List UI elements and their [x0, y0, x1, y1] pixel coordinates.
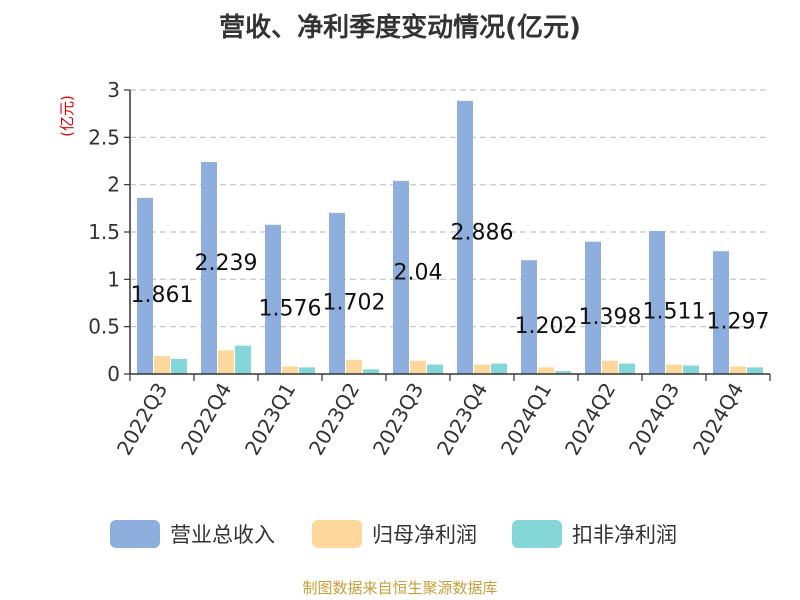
x-tick-label: 2022Q4: [176, 379, 236, 460]
x-tick-label: 2024Q4: [688, 379, 748, 460]
data-label: 1.511: [643, 299, 706, 324]
y-tick-label: 2.5: [88, 125, 120, 149]
data-label: 1.297: [707, 310, 770, 335]
data-label: 2.04: [394, 260, 443, 285]
data-label: 1.398: [579, 305, 642, 330]
x-tick-label: 2024Q3: [624, 379, 684, 460]
bar-net-profit: [730, 366, 746, 374]
x-tick-label: 2024Q2: [560, 379, 620, 460]
x-tick-label: 2023Q3: [368, 379, 428, 460]
bar-revenue: [649, 230, 665, 374]
legend-item-deducted-net-profit[interactable]: 扣非净利润: [512, 520, 677, 548]
bar-deducted-net-profit: [747, 367, 763, 374]
data-label: 1.702: [323, 290, 386, 315]
data-label: 2.239: [195, 251, 258, 276]
bar-revenue: [329, 212, 345, 374]
data-label: 2.886: [451, 220, 514, 245]
chart-title: 营收、净利季度变动情况(亿元): [219, 12, 581, 43]
bar-revenue: [713, 251, 729, 374]
bar-revenue: [201, 162, 217, 374]
x-tick-label: 2022Q3: [112, 379, 172, 460]
bar-net-profit: [602, 360, 618, 374]
legend-item-revenue[interactable]: 营业总收入: [110, 520, 275, 548]
bar-revenue: [457, 100, 473, 375]
data-label: 1.202: [515, 314, 578, 339]
legend-item-net-profit[interactable]: 归母净利润: [312, 520, 477, 548]
legend[interactable]: 营业总收入 归母净利润 扣非净利润: [110, 520, 677, 548]
y-tick-label: 1: [107, 267, 120, 291]
legend-label: 归母净利润: [372, 523, 477, 547]
bars: [137, 100, 763, 375]
x-tick-label: 2023Q4: [432, 379, 492, 460]
data-label: 1.576: [259, 296, 322, 321]
bar-deducted-net-profit: [299, 367, 315, 374]
gridlines: [130, 89, 770, 328]
bar-revenue: [393, 180, 409, 374]
data-label: 1.861: [131, 283, 194, 308]
y-axis-unit: (亿元): [58, 95, 76, 137]
bar-deducted-net-profit: [235, 345, 251, 374]
y-tick-label: 1.5: [88, 220, 120, 244]
x-tick-label: 2023Q2: [304, 379, 364, 460]
bar-deducted-net-profit: [619, 363, 635, 374]
bar-net-profit: [410, 360, 426, 374]
x-tick-label: 2023Q1: [240, 379, 300, 460]
bar-revenue: [521, 260, 537, 374]
y-tick-label: 0.5: [88, 315, 120, 339]
bar-net-profit: [538, 367, 554, 374]
bar-net-profit: [666, 364, 682, 374]
bar-deducted-net-profit: [555, 371, 571, 374]
source-note: 制图数据来自恒生聚源数据库: [302, 579, 497, 597]
bar-net-profit: [218, 350, 234, 374]
legend-label: 营业总收入: [170, 523, 275, 547]
legend-swatch: [512, 520, 562, 548]
bar-revenue: [137, 197, 153, 374]
bar-net-profit: [154, 356, 170, 374]
y-tick-label: 0: [107, 362, 120, 386]
bar-net-profit: [474, 364, 490, 374]
bar-deducted-net-profit: [363, 369, 379, 374]
x-tick-label: 2024Q1: [496, 379, 556, 460]
y-axis-ticks: 0 0.5 1 1.5 2 2.5 3: [88, 78, 131, 386]
bar-deducted-net-profit: [683, 365, 699, 374]
bar-revenue: [585, 241, 601, 374]
bar-revenue: [265, 224, 281, 374]
bar-deducted-net-profit: [427, 364, 443, 374]
bar-deducted-net-profit: [491, 363, 507, 374]
y-tick-label: 3: [107, 78, 120, 102]
bar-net-profit: [282, 366, 298, 374]
bar-deducted-net-profit: [171, 358, 187, 374]
bar-net-profit: [346, 359, 362, 374]
legend-label: 扣非净利润: [572, 523, 677, 547]
y-tick-label: 2: [107, 173, 120, 197]
legend-swatch: [110, 520, 160, 548]
x-axis: 2022Q3 2022Q4 2023Q1 2023Q2 2023Q3 2023Q4 2024…: [112, 373, 771, 460]
legend-swatch: [312, 520, 362, 548]
